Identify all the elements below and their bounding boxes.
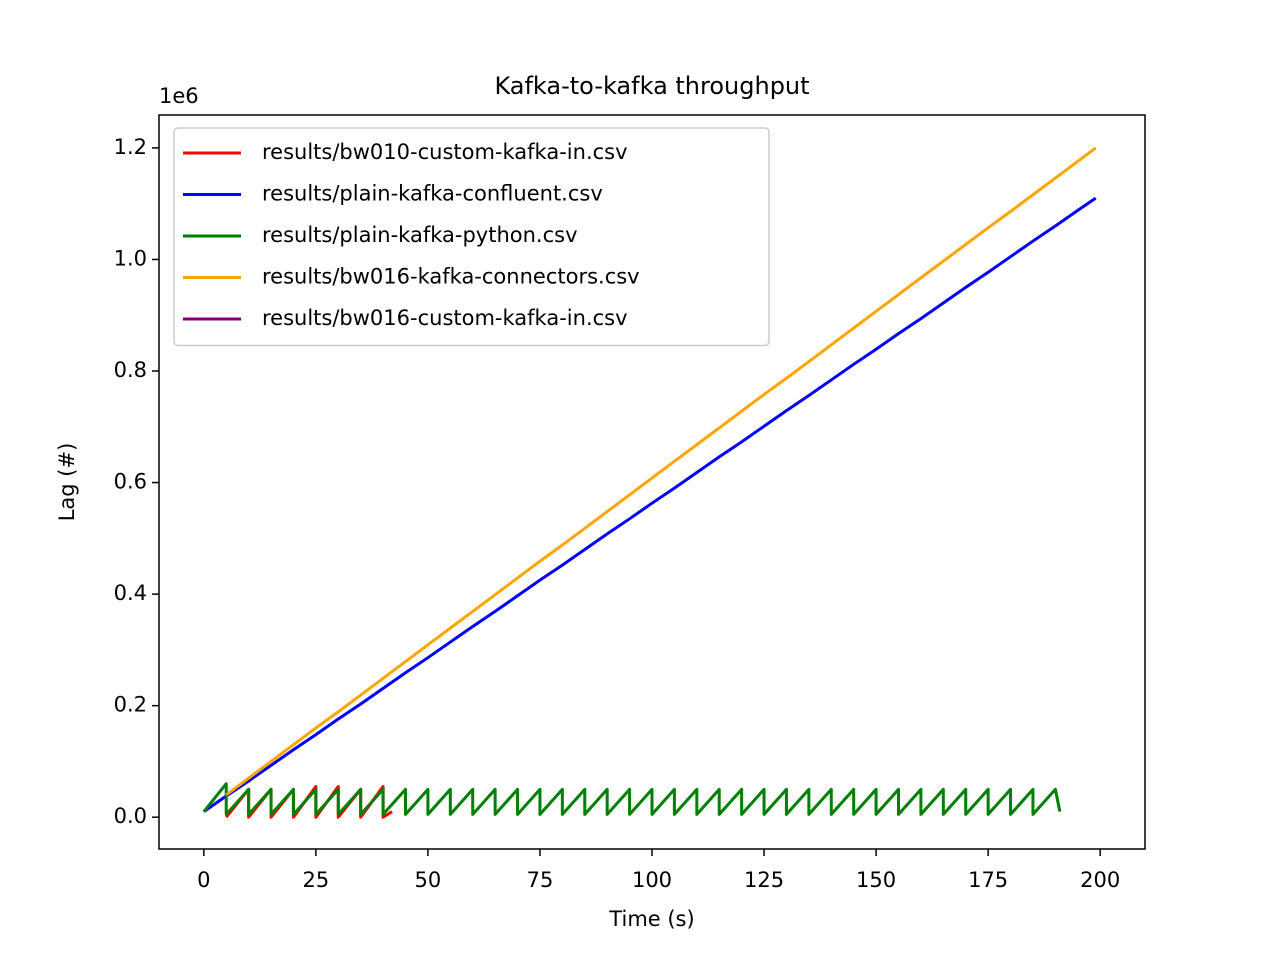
data-line: [202, 782, 1062, 816]
y-tick-label: 0.2: [114, 693, 147, 717]
data-line: [225, 146, 1097, 797]
y-tick-label: 0.8: [114, 358, 147, 382]
legend-label: results/bw016-custom-kafka-in.csv: [262, 306, 628, 330]
x-tick-label: 50: [415, 868, 442, 892]
chart-title: Kafka-to-kafka throughput: [494, 72, 809, 100]
legend-label: results/bw010-custom-kafka-in.csv: [262, 140, 628, 164]
x-axis-label: Time (s): [608, 907, 694, 931]
y-axis-label: Lag (#): [55, 443, 79, 522]
y-tick-label: 0.6: [114, 470, 147, 494]
data-line: [202, 196, 1097, 813]
legend-box: [173, 127, 770, 347]
y-offset-label: 1e6: [159, 84, 199, 108]
legend-label: results/plain-kafka-python.csv: [262, 223, 578, 247]
x-tick-label: 25: [302, 868, 329, 892]
x-tick-label: 75: [527, 868, 554, 892]
legend-label: results/bw016-kafka-connectors.csv: [262, 265, 640, 289]
y-tick-label: 0.0: [114, 804, 147, 828]
x-tick-label: 200: [1080, 868, 1120, 892]
x-tick-label: 150: [856, 868, 896, 892]
x-tick-label: 175: [968, 868, 1008, 892]
y-tick-label: 0.4: [114, 581, 147, 605]
legend-label: results/plain-kafka-confluent.csv: [262, 182, 603, 206]
x-tick-label: 100: [632, 868, 672, 892]
x-tick-label: 125: [744, 868, 784, 892]
legend: results/bw010-custom-kafka-in.csv results…: [173, 127, 770, 347]
x-tick-label: 0: [197, 868, 210, 892]
y-tick-label: 1.0: [114, 246, 147, 270]
plot-frame: [158, 114, 1146, 850]
y-tick-label: 1.2: [114, 135, 147, 159]
